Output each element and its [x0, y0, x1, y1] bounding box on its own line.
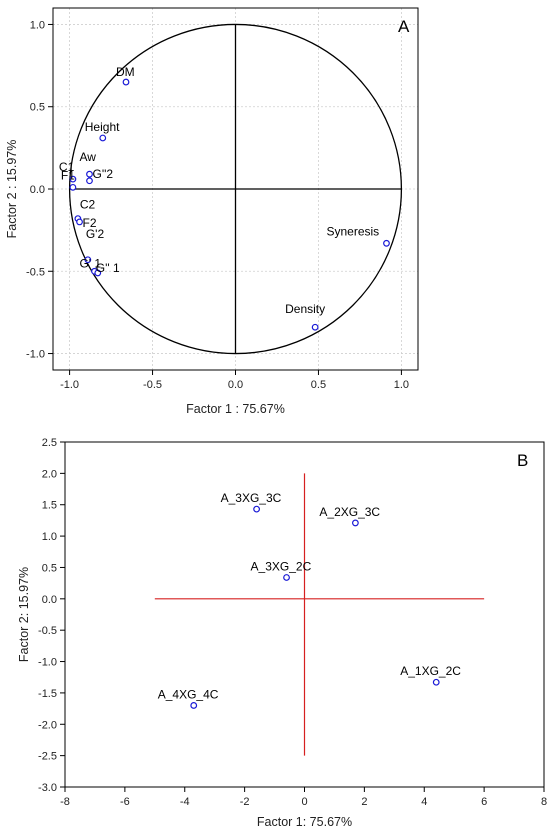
y-tick-label: 1.5: [42, 500, 57, 512]
panel-letter: B: [517, 451, 528, 470]
data-point-label: F1: [61, 168, 75, 182]
x-tick-label: 0.5: [311, 379, 326, 391]
data-point-label: F2: [83, 216, 97, 230]
x-tick-label: -6: [120, 796, 130, 808]
y-tick-label: 2.5: [42, 437, 57, 449]
y-tick-label: -2.0: [38, 719, 57, 731]
x-tick-label: 4: [421, 796, 427, 808]
x-tick-label: 1.0: [394, 379, 409, 391]
y-tick-label: -3.0: [38, 782, 57, 794]
y-tick-label: 1.0: [42, 531, 57, 543]
data-point-label: Aw: [80, 150, 97, 164]
x-tick-label: 8: [541, 796, 547, 808]
data-point-label: G'2: [86, 227, 105, 241]
data-point: [86, 170, 93, 178]
data-point-label: G'' 1: [96, 261, 120, 275]
data-point-label: C1: [59, 160, 75, 174]
y-tick-label: -0.5: [38, 625, 57, 637]
data-point-label: A_2XG_3C: [319, 505, 380, 519]
data-point: [432, 678, 440, 686]
data-point-label: Density: [285, 302, 325, 316]
data-point: [99, 134, 107, 142]
data-point: [86, 177, 93, 185]
x-tick-label: -1.0: [60, 379, 79, 391]
data-point: [122, 78, 130, 86]
data-point-label: A_3XG_3C: [221, 491, 282, 505]
x-tick-label: -8: [60, 796, 70, 808]
data-point: [84, 256, 92, 264]
x-tick-label: 2: [361, 796, 367, 808]
data-point-label: G' 1: [79, 256, 101, 270]
y-tick-label: -0.5: [26, 266, 45, 278]
data-point: [76, 218, 83, 226]
x-tick-label: -4: [180, 796, 190, 808]
x-tick-label: 0.0: [228, 379, 243, 391]
data-point: [94, 269, 102, 277]
x-axis-title: Factor 1 : 75.67%: [186, 402, 285, 416]
data-point: [253, 505, 261, 513]
x-tick-label: -0.5: [143, 379, 162, 391]
y-axis-title: Factor 2 : 15.97%: [5, 140, 19, 239]
x-tick-label: 6: [481, 796, 487, 808]
data-point: [311, 323, 319, 331]
chart-panel-a: -1.0 -0.5 0.0 0.5 1.0 1.0 0.5 0.0 -0.5 -1.0 DM Heig…: [5, 7, 419, 416]
data-point: [69, 175, 77, 183]
data-point-label: Syneresis: [326, 224, 379, 238]
data-point-label: A_4XG_4C: [158, 687, 219, 701]
y-tick-label: 1.0: [30, 19, 45, 31]
data-point-label: G''2: [93, 167, 114, 181]
data-point: [190, 702, 198, 709]
data-point-label: C2: [80, 198, 96, 212]
y-tick-label: 0.0: [30, 184, 45, 196]
data-point: [69, 183, 77, 191]
data-point-label: A_1XG_2C: [400, 664, 461, 678]
x-tick-label: 0: [301, 796, 307, 808]
y-tick-label: 2.0: [42, 468, 57, 480]
data-point-label: A_3XG_2C: [251, 559, 312, 573]
y-tick-label: -1.5: [38, 688, 57, 700]
y-tick-label: -1.0: [38, 657, 57, 669]
y-axis-title: Factor 2: 15.97%: [17, 567, 31, 662]
data-point: [283, 574, 290, 581]
x-tick-label: -2: [240, 796, 250, 808]
data-point-label: DM: [116, 65, 135, 79]
y-tick-label: 0.5: [42, 562, 57, 574]
data-point-label: Height: [85, 120, 120, 134]
data-point: [351, 519, 359, 527]
y-tick-label: -2.5: [38, 751, 57, 763]
y-tick-label: 0.5: [30, 102, 45, 114]
chart-panel-b: -8 -6 -4 -2 0 2 4 6 8 2.5 2.0 1.5 1.0 0.5 0.0 -0.5 -1.0 -…: [17, 437, 547, 829]
panel-letter: A: [398, 17, 410, 36]
data-point: [383, 239, 390, 247]
y-tick-label: -1.0: [26, 349, 45, 361]
x-axis-title: Factor 1: 75.67%: [257, 815, 352, 829]
y-tick-label: 0.0: [42, 594, 57, 606]
